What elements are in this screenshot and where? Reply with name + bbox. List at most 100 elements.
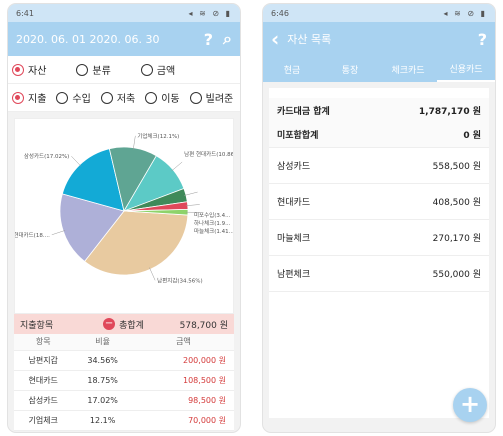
- tab-credit-card[interactable]: 신용카드: [437, 56, 495, 82]
- status-bar: 6:46 ◂ ≋ ⊘ ▮: [263, 4, 495, 22]
- pie-label: 하나체크(1.9...: [194, 219, 231, 227]
- total-value: 578,700 원: [179, 320, 228, 331]
- pie-leader-line: [71, 156, 82, 167]
- total-label: 총합계: [119, 320, 144, 331]
- item-name: 삼성카드: [277, 162, 311, 172]
- row-pct: 12.1%: [72, 410, 133, 431]
- row-value: 1,787,170 원: [418, 106, 481, 117]
- summary-row: 지출항목 − 총합계 578,700 원: [14, 314, 234, 334]
- list-item[interactable]: 현대카드 408,500 원: [269, 184, 489, 220]
- item-value: 550,000 원: [432, 270, 481, 280]
- radio-dot: [76, 63, 89, 76]
- radio-category[interactable]: 분류: [76, 62, 111, 77]
- back-arrow-icon[interactable]: ‹: [271, 27, 280, 51]
- summary-label: 지출항목: [20, 320, 54, 331]
- pie-leader-line: [171, 161, 183, 172]
- tab-cash[interactable]: 현금: [283, 65, 301, 76]
- radio-dot: [12, 63, 24, 76]
- row-label: 카드대금 합계: [277, 106, 330, 117]
- tab-check-card[interactable]: 체크카드: [391, 65, 425, 76]
- status-bar: 6:41 ◂ ≋ ⊘ ▮: [8, 4, 240, 22]
- radio-label: 분류: [92, 66, 111, 77]
- date-range[interactable]: 2020. 06. 01 2020. 06. 30: [16, 32, 160, 46]
- row-name: 삼성카드: [14, 390, 73, 411]
- radio-dot: [145, 91, 158, 104]
- pie-label: 남편 현대카드(10.86%): [184, 150, 233, 158]
- radio-label: 저축: [116, 94, 136, 105]
- pie-leader-line: [132, 135, 136, 150]
- radio-expense[interactable]: 지출: [12, 90, 46, 105]
- help-icon[interactable]: ?: [203, 29, 214, 49]
- group-by-radio-group: 자산 분류 금액: [8, 56, 240, 84]
- radio-dot: [189, 91, 202, 104]
- table-row[interactable]: 현대카드 18.75% 108,500 원: [14, 370, 234, 391]
- asset-tabs: 현금 통장 체크카드 신용카드: [263, 56, 495, 82]
- app-bar: 2020. 06. 01 2020. 06. 30 ? ⌕: [8, 22, 240, 56]
- pie-label: 남편지갑(34.56%): [157, 276, 203, 284]
- radio-transfer[interactable]: 이동: [145, 90, 180, 105]
- row-value: 0 원: [463, 131, 481, 141]
- radio-label: 지출: [28, 94, 47, 105]
- col-header: 항목: [14, 334, 73, 351]
- row-pct: 34.56%: [72, 350, 133, 371]
- list-item[interactable]: 삼성카드 558,500 원: [269, 148, 489, 184]
- pie-leader-line: [149, 267, 156, 281]
- item-value: 270,170 원: [432, 234, 481, 244]
- radio-saving[interactable]: 저축: [100, 90, 136, 105]
- table-row[interactable]: 기업체크 12.1% 70,000 원: [14, 410, 234, 431]
- row-amount: 70,000 원: [132, 410, 234, 431]
- add-button[interactable]: +: [453, 388, 487, 422]
- radio-label: 금액: [156, 66, 176, 77]
- pie-chart: 남편지갑(34.56%) 현대카드(18.... 삼성카드(17.02%) 기업체크(…: [14, 118, 234, 314]
- item-value: 408,500 원: [432, 198, 481, 208]
- radio-dot: [56, 91, 69, 104]
- item-value: 558,500 원: [432, 162, 481, 172]
- item-name: 남편체크: [277, 270, 311, 280]
- pie-label: 미포수입(3.4...: [194, 211, 231, 219]
- row-amount: 108,500 원: [132, 370, 234, 391]
- list-item[interactable]: 마늘체크 270,170 원: [269, 220, 489, 256]
- radio-dot: [100, 91, 113, 104]
- expense-table: 항목 비율 금액 남편지갑 34.56% 200,000 원 현대카드 18.7…: [14, 334, 234, 431]
- right-phone-screen: 6:46 ◂ ≋ ⊘ ▮ ‹ 자산 목록 ? 현금 통장 체크카드 신용카드 카…: [263, 4, 495, 432]
- type-radio-group: 지출 수입 저축 이동 빌려준: [8, 84, 240, 112]
- radio-asset[interactable]: 자산: [12, 62, 46, 77]
- tab-bank[interactable]: 통장: [341, 65, 359, 76]
- radio-dot: [12, 91, 24, 104]
- left-phone-screen: 6:41 ◂ ≋ ⊘ ▮ 2020. 06. 01 2020. 06. 30 ?…: [8, 4, 240, 432]
- radio-income[interactable]: 수입: [56, 90, 91, 105]
- row-label: 미포함합계: [277, 131, 319, 141]
- item-name: 현대카드: [277, 198, 311, 208]
- col-header: 금액: [132, 334, 234, 351]
- status-time: 6:41: [16, 8, 34, 18]
- card-total-row: 카드대금 합계 1,787,170 원: [269, 98, 489, 122]
- row-name: 남편지갑: [14, 350, 73, 371]
- pie-label: 기업체크(12.1%): [137, 132, 179, 140]
- pie-leader-line: [51, 230, 66, 236]
- excluded-total-row: 미포함합계 0 원: [269, 122, 489, 148]
- radio-amount[interactable]: 금액: [140, 62, 176, 77]
- radio-label: 자산: [28, 66, 47, 77]
- status-icons: ◂ ≋ ⊘ ▮: [443, 8, 487, 18]
- page-title: 자산 목록: [287, 33, 332, 46]
- list-item[interactable]: 남편체크 550,000 원: [269, 256, 489, 292]
- minus-icon[interactable]: −: [103, 318, 116, 330]
- row-amount: 98,500 원: [132, 390, 234, 411]
- radio-label: 수입: [72, 94, 91, 105]
- pie-label: 삼성카드(17.02%): [24, 152, 70, 160]
- row-name: 기업체크: [14, 410, 73, 431]
- row-pct: 17.02%: [72, 390, 133, 411]
- status-time: 6:46: [271, 8, 289, 18]
- pie-label: 마늘체크(1.41...: [194, 227, 233, 235]
- help-icon[interactable]: ?: [477, 29, 487, 49]
- search-icon[interactable]: ⌕: [223, 29, 232, 48]
- radio-lend[interactable]: 빌려준: [189, 90, 233, 105]
- status-icons: ◂ ≋ ⊘ ▮: [188, 8, 232, 18]
- radio-dot: [140, 63, 153, 76]
- table-row[interactable]: 남편지갑 34.56% 200,000 원: [14, 350, 234, 371]
- row-amount: 200,000 원: [132, 350, 234, 371]
- radio-label: 이동: [161, 94, 180, 105]
- row-pct: 18.75%: [72, 370, 133, 391]
- table-row[interactable]: 삼성카드 17.02% 98,500 원: [14, 390, 234, 411]
- asset-list: 카드대금 합계 1,787,170 원 미포함합계 0 원 삼성카드 558,5…: [269, 88, 489, 418]
